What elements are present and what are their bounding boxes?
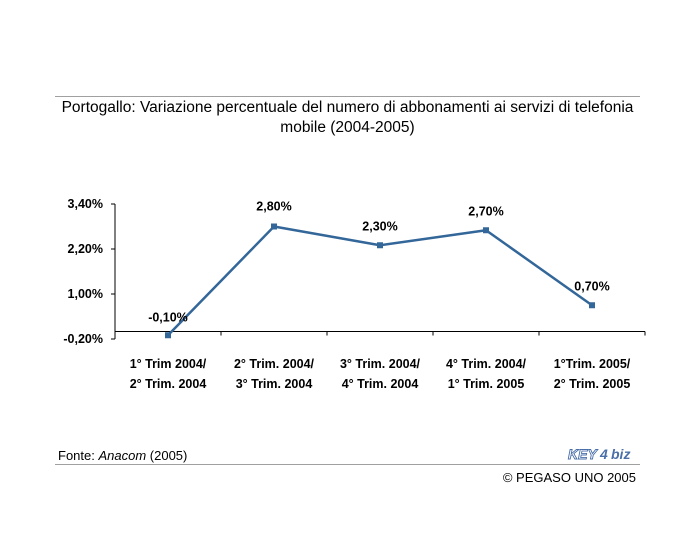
source-suffix: (2005) (146, 448, 188, 463)
y-tick-label: -0,20% (63, 332, 103, 346)
data-point (165, 332, 171, 339)
data-label: -0,10% (148, 310, 188, 324)
bottom-rule (55, 464, 640, 465)
source-prefix: Fonte: (58, 448, 99, 463)
x-category-label: 1°Trim. 2005/2° Trim. 2005 (554, 357, 631, 391)
y-tick-label: 1,00% (68, 287, 103, 301)
x-category-label: 4° Trim. 2004/1° Trim. 2005 (446, 357, 527, 391)
data-label: 2,30% (362, 219, 397, 233)
top-rule (55, 96, 640, 97)
data-point (589, 302, 595, 309)
chart-title: Portogallo: Variazione percentuale del n… (61, 99, 634, 136)
source-name: Anacom (98, 448, 147, 463)
x-category-label: 2° Trim. 2004/3° Trim. 2004 (234, 357, 315, 391)
key4biz-logo: KEY 4 biz (568, 446, 631, 463)
data-label: 2,70% (468, 204, 503, 218)
line-chart: -0,20% 1,00% 2,20% 3,40% 1° Trim 2004/2° Tri… (63, 197, 646, 391)
logo-text-right: biz (611, 446, 630, 462)
x-category-label: 3° Trim. 2004/4° Trim. 2004 (340, 357, 421, 391)
source-note: Fonte: Anacom (2005) (58, 448, 187, 463)
data-point (377, 242, 383, 249)
logo-text-left: KEY (568, 446, 598, 462)
y-tick-label: 3,40% (68, 197, 103, 211)
data-point (271, 223, 277, 230)
copyright-note: © PEGASO UNO 2005 (502, 470, 636, 485)
data-label: 2,80% (256, 200, 291, 214)
y-tick-label: 2,20% (68, 242, 103, 256)
data-point (483, 227, 489, 234)
x-category-label: 1° Trim 2004/2° Trim. 2004 (130, 357, 207, 391)
logo-text-num: 4 (599, 446, 608, 462)
data-label: 0,70% (574, 279, 609, 293)
